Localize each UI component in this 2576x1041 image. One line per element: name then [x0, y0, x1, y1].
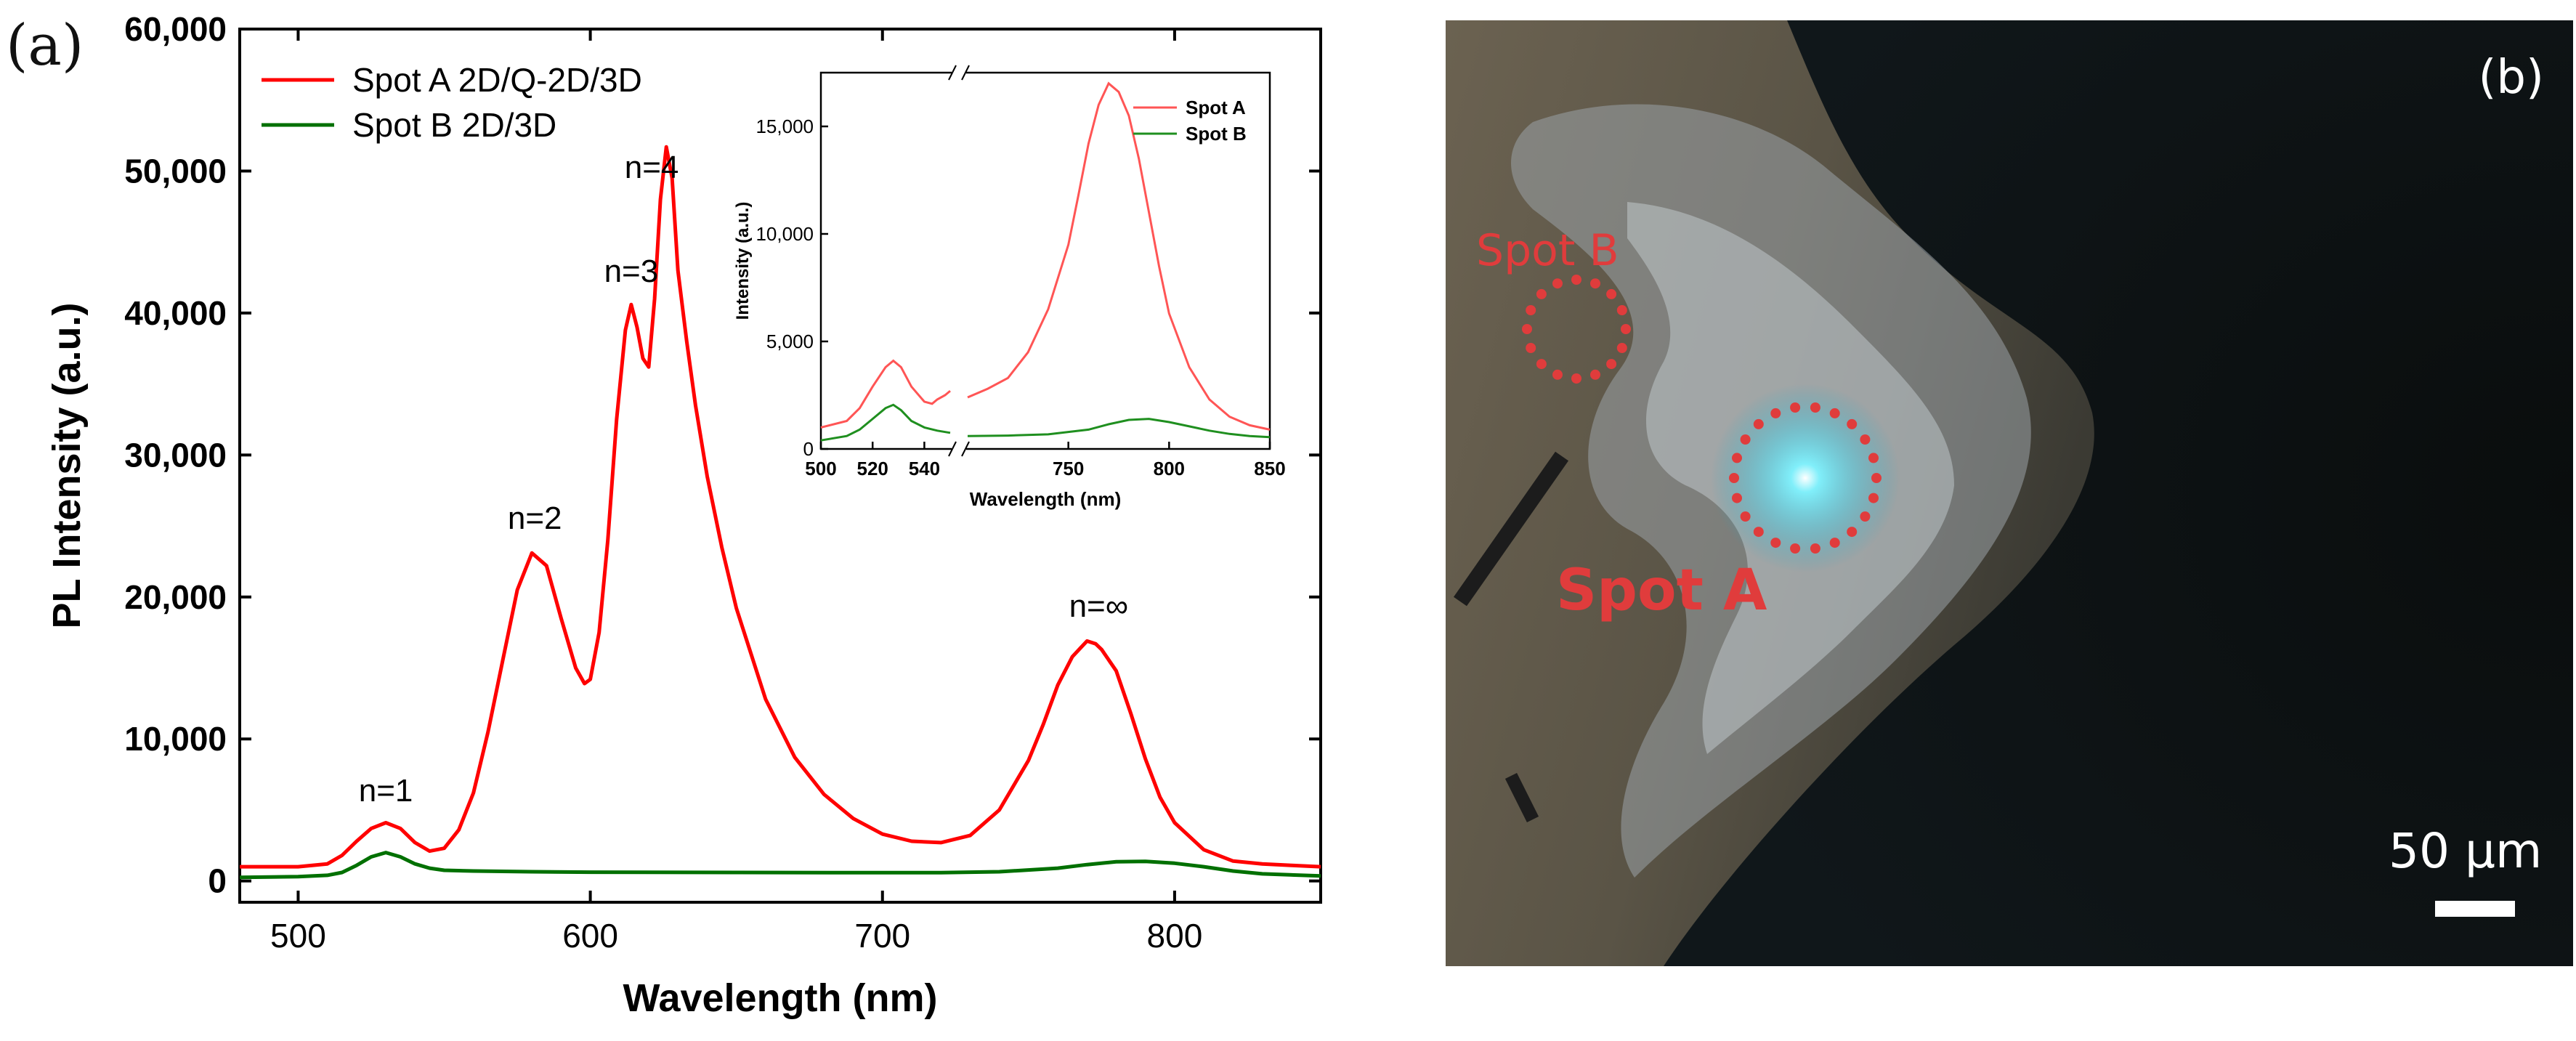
- inset-frame: [819, 71, 1271, 450]
- axis-break-mark: [948, 65, 957, 81]
- marker-dot: [1740, 511, 1751, 522]
- marker-dot: [1810, 402, 1820, 413]
- marker-dot: [1536, 359, 1547, 370]
- peak-annotation: n=3: [604, 254, 659, 289]
- marker-dot: [1616, 305, 1627, 315]
- panel-a-label: (a): [6, 13, 84, 78]
- marker-dot: [1868, 493, 1879, 503]
- marker-dot: [1829, 408, 1840, 418]
- marker-dot: [1740, 434, 1751, 445]
- inset-x-tick-label: 500: [805, 458, 836, 479]
- inset-x-tick-label: 540: [909, 458, 940, 479]
- marker-dot: [1590, 369, 1600, 380]
- peak-annotation: n=∞: [1069, 588, 1129, 624]
- y-tick-label: 20,000: [124, 578, 227, 616]
- inset-legend-label: Spot A: [1186, 97, 1246, 118]
- peak-annotation: n=2: [508, 501, 562, 536]
- pl-spectrum-chart: 500 600 700 800 0 10,000 20,000 30,000 40,000 50,…: [45, 10, 1322, 1020]
- series-line-spot-b: [239, 851, 1321, 880]
- marker-dot: [1753, 418, 1764, 429]
- marker-dot: [1871, 473, 1882, 483]
- inset-y-tick-label: 0: [803, 438, 814, 460]
- marker-dot: [1732, 493, 1742, 503]
- marker-dot: [1847, 418, 1858, 429]
- legend-label: Spot B 2D/3D: [352, 106, 556, 144]
- marker-dot: [1590, 278, 1600, 289]
- marker-dot: [1729, 473, 1739, 483]
- marker-dot: [1571, 275, 1581, 285]
- y-tick-label: 60,000: [124, 10, 227, 48]
- y-tick-label: 30,000: [124, 436, 227, 474]
- inset-y-tick-label: 15,000: [756, 116, 814, 137]
- x-tick-label: 800: [1147, 917, 1203, 955]
- marker-dot: [1552, 278, 1563, 289]
- panel-b-label: (b): [2478, 51, 2544, 105]
- y-tick-label: 40,000: [124, 294, 227, 332]
- inset-y-tick-label: 10,000: [756, 223, 814, 245]
- marker-dot: [1868, 453, 1879, 463]
- marker-dot: [1616, 343, 1627, 353]
- y-tick-label: 0: [208, 862, 227, 900]
- marker-dot: [1606, 288, 1617, 299]
- scale-bar: [2435, 901, 2515, 917]
- spot-a-marker: [1729, 402, 1882, 554]
- x-axis-label: Wavelength (nm): [623, 976, 937, 1020]
- marker-dot: [1860, 434, 1871, 445]
- inset-x-tick-label: 850: [1254, 458, 1285, 479]
- inset-series-line-spot-a: [820, 359, 951, 429]
- marker-dot: [1790, 543, 1801, 554]
- spot-a-label: Spot A: [1556, 558, 1767, 623]
- marker-dot: [1753, 527, 1764, 538]
- marker-dot: [1522, 324, 1532, 334]
- marker-dot: [1732, 453, 1742, 463]
- marker-dot: [1526, 305, 1536, 315]
- inset-series-line-spot-b: [820, 403, 951, 442]
- marker-dot: [1847, 527, 1858, 538]
- y-tick-label: 50,000: [124, 152, 227, 190]
- x-tick-label: 700: [854, 917, 910, 955]
- marker-dot: [1770, 408, 1781, 418]
- x-tick-label: 600: [562, 917, 618, 955]
- inset-x-tick-label: 520: [857, 458, 888, 479]
- axis-break-mark: [961, 65, 970, 81]
- peak-annotation: n=4: [625, 150, 679, 185]
- inset-legend-label: Spot B: [1186, 123, 1247, 145]
- spot-b-marker: [1522, 275, 1631, 384]
- marker-dot: [1536, 288, 1547, 299]
- series-line-spot-a: [240, 145, 1321, 869]
- inset-series-line-spot-a: [967, 81, 1271, 431]
- inset-x-tick-label: 750: [1053, 458, 1084, 479]
- marker-dot: [1810, 543, 1820, 554]
- axis-break-gap: [952, 443, 966, 455]
- inset-y-tick-label: 5,000: [766, 331, 814, 352]
- axis-break-gap: [952, 67, 966, 78]
- axis-break-mark: [948, 441, 957, 457]
- inset-x-axis-label: Wavelength (nm): [970, 488, 1121, 510]
- marker-dot: [1552, 369, 1563, 380]
- marker-dot: [1829, 538, 1840, 548]
- legend-label: Spot A 2D/Q-2D/3D: [352, 61, 642, 99]
- micrograph-image: [1446, 20, 2573, 966]
- marker-dot: [1770, 538, 1781, 548]
- spot-b-label: Spot B: [1476, 225, 1619, 276]
- axis-break-mark: [961, 441, 970, 457]
- micrograph-panel: (b) Spot B Spot A 50 μm: [1446, 20, 2573, 966]
- y-axis-label: PL Intensity (a.u.): [45, 302, 89, 628]
- marker-dot: [1860, 511, 1871, 522]
- inset-x-tick-label: 800: [1154, 458, 1185, 479]
- inset-y-axis-label: Intensity (a.u.): [733, 202, 753, 320]
- marker-dot: [1790, 402, 1801, 413]
- plot-frame: [238, 28, 1322, 904]
- marker-dot: [1606, 359, 1617, 370]
- marker-dot: [1571, 373, 1581, 384]
- peak-annotation: n=1: [359, 773, 413, 809]
- x-tick-label: 500: [270, 917, 326, 955]
- marker-dot: [1526, 343, 1536, 353]
- inset-series-line-spot-b: [967, 418, 1271, 439]
- marker-dot: [1621, 324, 1631, 334]
- y-tick-label: 10,000: [124, 720, 227, 758]
- scale-bar-label: 50 μm: [2389, 823, 2543, 879]
